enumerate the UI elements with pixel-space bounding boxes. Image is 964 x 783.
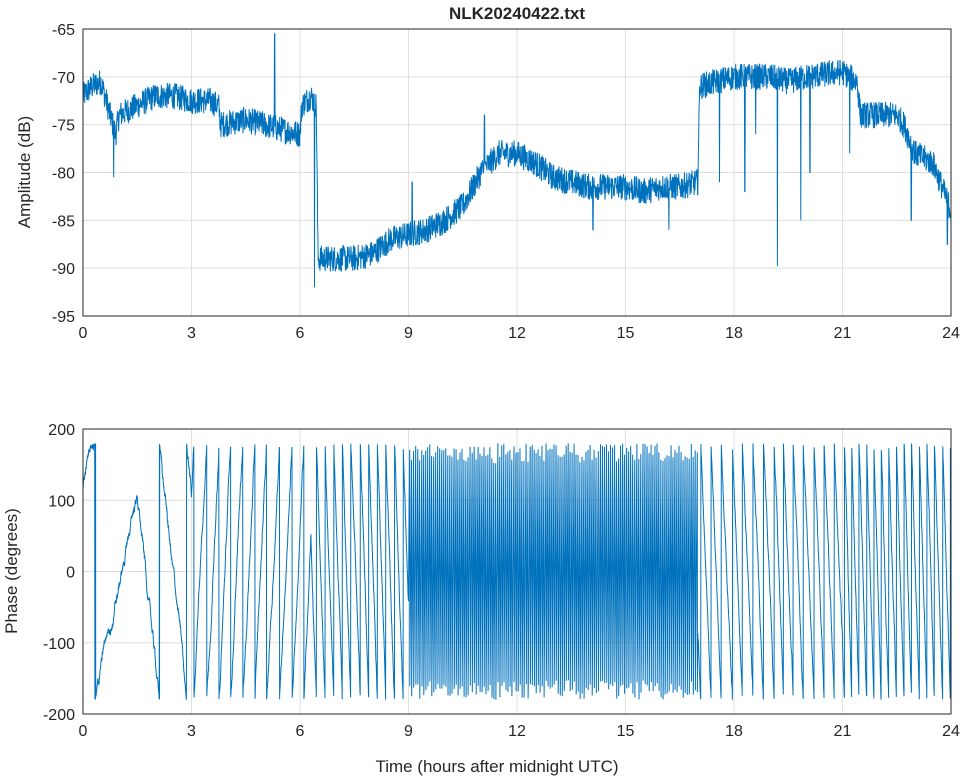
phase-series-line [82,443,952,700]
amplitude-series-line [82,33,952,288]
x-tick-label: 0 [79,723,88,740]
chart-title: NLK20240422.txt [449,4,585,23]
axes-box [82,28,952,317]
y-tick-label: 0 [66,565,75,582]
x-tick-label: 12 [508,723,526,740]
y-tick-label: -200 [43,707,75,724]
x-axis-label: Time (hours after midnight UTC) [375,757,618,776]
y-tick-label: 200 [48,422,75,439]
x-tick-label: 18 [725,723,743,740]
y-tick-label: -75 [52,118,75,135]
x-tick-label: 21 [834,325,852,342]
y-tick-label: -65 [52,22,75,39]
y-tick-label: 100 [48,493,75,510]
x-tick-label: 9 [404,325,413,342]
x-tick-label: 0 [79,325,88,342]
amplitude-y-label: Amplitude (dB) [15,116,34,228]
x-tick-label: 6 [296,325,305,342]
x-tick-label: 24 [942,723,960,740]
x-tick-label: 15 [617,723,635,740]
x-tick-label: 3 [187,723,196,740]
phase-axes: 0 3 6 9 12 15 18 21 24 200 100 0 -100 -200 [43,422,960,740]
x-tick-label: 3 [187,325,196,342]
x-tick-label: 24 [942,325,960,342]
y-tick-label: -70 [52,70,75,87]
x-tick-label: 21 [834,723,852,740]
x-tick-label: 15 [617,325,635,342]
y-tick-label: -95 [52,309,75,326]
amplitude-axes: 0 3 6 9 12 15 18 21 24 -65 -70 -75 -80 -85 -90 -95 [52,22,960,342]
y-tick-label: -100 [43,636,75,653]
x-tick-label: 6 [296,723,305,740]
x-tick-label: 18 [725,325,743,342]
phase-y-label: Phase (degrees) [2,508,21,634]
y-tick-label: -85 [52,213,75,230]
y-tick-label: -90 [52,261,75,278]
axes-box [82,428,952,715]
x-tick-label: 9 [404,723,413,740]
x-tick-label: 12 [508,325,526,342]
y-tick-label: -80 [52,166,75,183]
